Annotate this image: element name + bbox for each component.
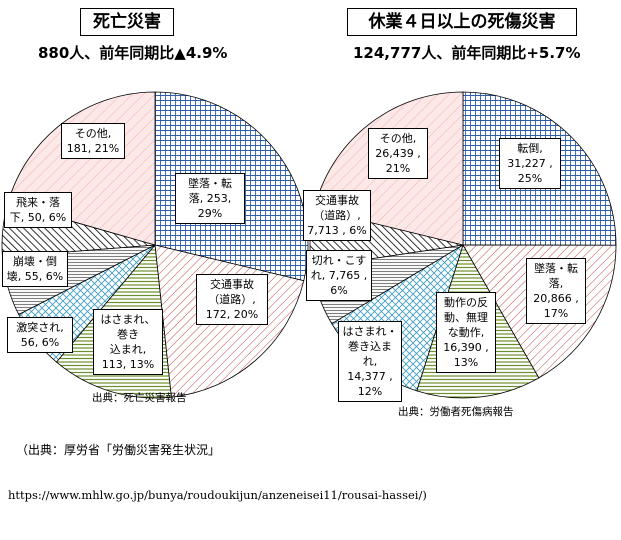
chart1-title: 死亡災害 bbox=[80, 8, 174, 36]
chart2-source: 出典：労働者死傷病報告 bbox=[398, 406, 514, 418]
chart1-label-fall: 墜落・転 落, 253, 29% bbox=[175, 173, 245, 224]
chart2-title: 休業４日以上の死傷災害 bbox=[347, 8, 577, 36]
chart2-label-traffic: 交通事故 （道路）, 7,713 , 6% bbox=[303, 190, 371, 241]
chart2-subtitle: 124,777人、前年同期比+5.7% bbox=[353, 44, 581, 62]
chart1-subtitle: 880人、前年同期比▲4.9% bbox=[38, 44, 228, 62]
chart1-label-caught: はさまれ、巻き 込まれ, 113, 13% bbox=[93, 309, 163, 375]
chart2-label-cut: 切れ・こす れ, 7,765 , 6% bbox=[306, 250, 372, 301]
chart1-label-traffic: 交通事故 （道路）, 172, 20% bbox=[196, 274, 268, 325]
chart1-label-collapse: 崩壊・倒 壊, 55, 6% bbox=[2, 251, 68, 287]
chart1-label-other: その他, 181, 21% bbox=[61, 123, 125, 159]
chart1-source: 出典：死亡災害報告 bbox=[92, 392, 187, 404]
chart2-label-other: その他, 26,439 , 21% bbox=[368, 128, 428, 179]
footer-source-note: （出典：厚労省「労働災害発生状況」 bbox=[16, 443, 221, 457]
chart2-label-fall: 墜落・転 落, 20,866 , 17% bbox=[526, 258, 586, 324]
chart1-label-struck: 激突され, 56, 6% bbox=[7, 317, 73, 353]
chart2-label-reaction: 動作の反 動、無理 な動作, 16,390 , 13% bbox=[436, 292, 496, 373]
chart2-label-slip: 転倒, 31,227 , 25% bbox=[499, 138, 561, 189]
chart2-label-caught: はさまれ・ 巻き込ま れ, 14,377 , 12% bbox=[338, 321, 402, 402]
chart1-label-flying: 飛来・落 下, 50, 6% bbox=[4, 192, 72, 228]
footer-url: https://www.mhlw.go.jp/bunya/roudoukijun… bbox=[8, 488, 427, 502]
